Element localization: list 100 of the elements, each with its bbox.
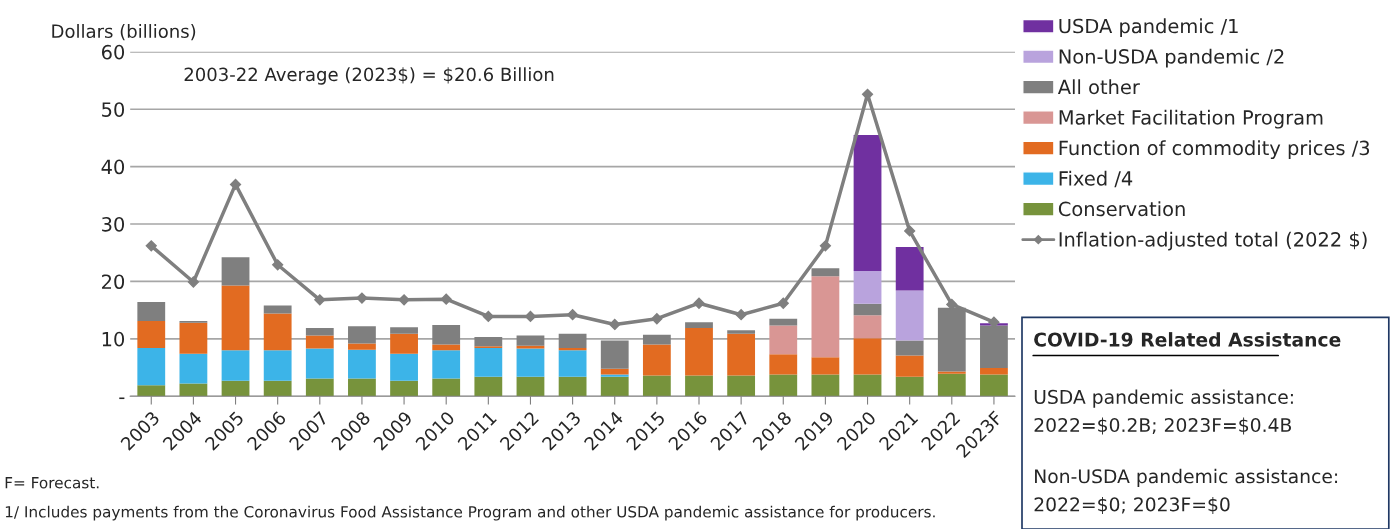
- legend-label: Function of commodity prices /3: [1059, 140, 1370, 160]
- bar: [263, 380, 292, 397]
- bar: [305, 327, 334, 336]
- point: [819, 240, 832, 252]
- bar: [474, 376, 503, 397]
- bar: [474, 337, 503, 347]
- point: [229, 178, 242, 191]
- bar: [600, 374, 629, 377]
- bar: [263, 350, 292, 381]
- legend-label: Inflation-adjusted total (2022 $): [1059, 231, 1367, 251]
- point: [398, 294, 410, 306]
- legend-label: Non-USDA pandemic /2: [1059, 48, 1284, 68]
- bar: [769, 374, 798, 397]
- bar: [390, 380, 418, 397]
- point: [145, 240, 157, 252]
- bar: [432, 325, 461, 345]
- bar: [390, 333, 418, 354]
- bar: [179, 322, 208, 354]
- bar: [980, 374, 1008, 397]
- bar: [727, 333, 756, 376]
- bar: [137, 321, 166, 349]
- bar: [811, 374, 840, 397]
- bar: [432, 378, 461, 397]
- bar: [685, 375, 713, 397]
- bar: [348, 378, 376, 397]
- legend-label: Market Facilitation Program: [1059, 109, 1323, 129]
- bar: [642, 375, 671, 397]
- bar: [727, 330, 756, 334]
- bar: [137, 385, 166, 397]
- point: [187, 276, 200, 288]
- point: [482, 310, 494, 323]
- bar: [811, 276, 840, 358]
- bar: [137, 302, 166, 322]
- bar: [558, 376, 587, 397]
- bar: [390, 353, 418, 381]
- bar: [853, 271, 882, 304]
- bar: [853, 374, 882, 397]
- bar: [811, 357, 840, 375]
- bar: [937, 373, 966, 397]
- bar: [179, 353, 208, 384]
- point: [904, 225, 916, 237]
- bar: [348, 343, 376, 350]
- bar: [895, 376, 924, 397]
- bar: [853, 338, 882, 375]
- bar: [600, 340, 629, 369]
- legend-label: Fixed /4: [1059, 170, 1133, 188]
- bar: [853, 303, 882, 316]
- bar: [516, 376, 545, 397]
- text: Non-USDA pandemic assistance: 2022=$0; 2023F=$0: [1034, 468, 1338, 514]
- bar: [980, 368, 1008, 375]
- bar: [305, 378, 334, 397]
- point: [693, 297, 705, 309]
- point: [272, 259, 284, 271]
- bar: [685, 327, 713, 376]
- bar: [895, 290, 924, 341]
- bar: [305, 348, 334, 379]
- text: COVID-19 Related Assistance: [1034, 332, 1341, 347]
- bar: [179, 383, 208, 397]
- y-tick-label: 40: [101, 159, 125, 175]
- point: [651, 313, 663, 325]
- bar: [853, 135, 882, 272]
- bar: [348, 349, 376, 379]
- bar: [558, 350, 587, 377]
- bar: [348, 326, 376, 344]
- y-tick-label: 30: [102, 216, 125, 232]
- point: [314, 294, 326, 306]
- bar: [432, 350, 461, 379]
- bar: [769, 354, 798, 375]
- legend-label: Conservation: [1058, 201, 1185, 217]
- bar: [263, 313, 292, 351]
- y-tick-label: 50: [102, 102, 125, 117]
- bar: [516, 348, 545, 377]
- text: 1/ Includes payments from the Coronavirus Food Assistance Program and other USDA pandemic assistance for producers.: [5, 505, 935, 521]
- bar: [516, 335, 545, 346]
- bar: [642, 344, 671, 376]
- bar: [895, 355, 924, 377]
- text: F= Forecast.: [5, 477, 99, 489]
- bar: [137, 348, 166, 386]
- y-tick-label: 60: [101, 44, 125, 60]
- legend-label: USDA pandemic /1: [1059, 18, 1238, 38]
- bar: [727, 375, 756, 397]
- bar: [642, 334, 671, 345]
- y-tick-label: 20: [102, 274, 125, 290]
- bar: [221, 257, 250, 286]
- bar: [474, 348, 503, 377]
- legend-label: All other: [1057, 79, 1140, 95]
- point: [440, 293, 452, 305]
- y-tick-label: -: [119, 397, 125, 400]
- bar: [221, 285, 250, 351]
- bar: [895, 246, 924, 291]
- bar: [558, 333, 587, 349]
- bar: [685, 322, 713, 328]
- bar: [600, 376, 629, 397]
- bar: [516, 345, 545, 349]
- bar: [769, 325, 798, 355]
- y-axis-title: Dollars (billions): [52, 24, 196, 41]
- bar: [221, 350, 250, 381]
- point: [777, 297, 789, 309]
- bar: [263, 305, 292, 314]
- point: [735, 309, 747, 321]
